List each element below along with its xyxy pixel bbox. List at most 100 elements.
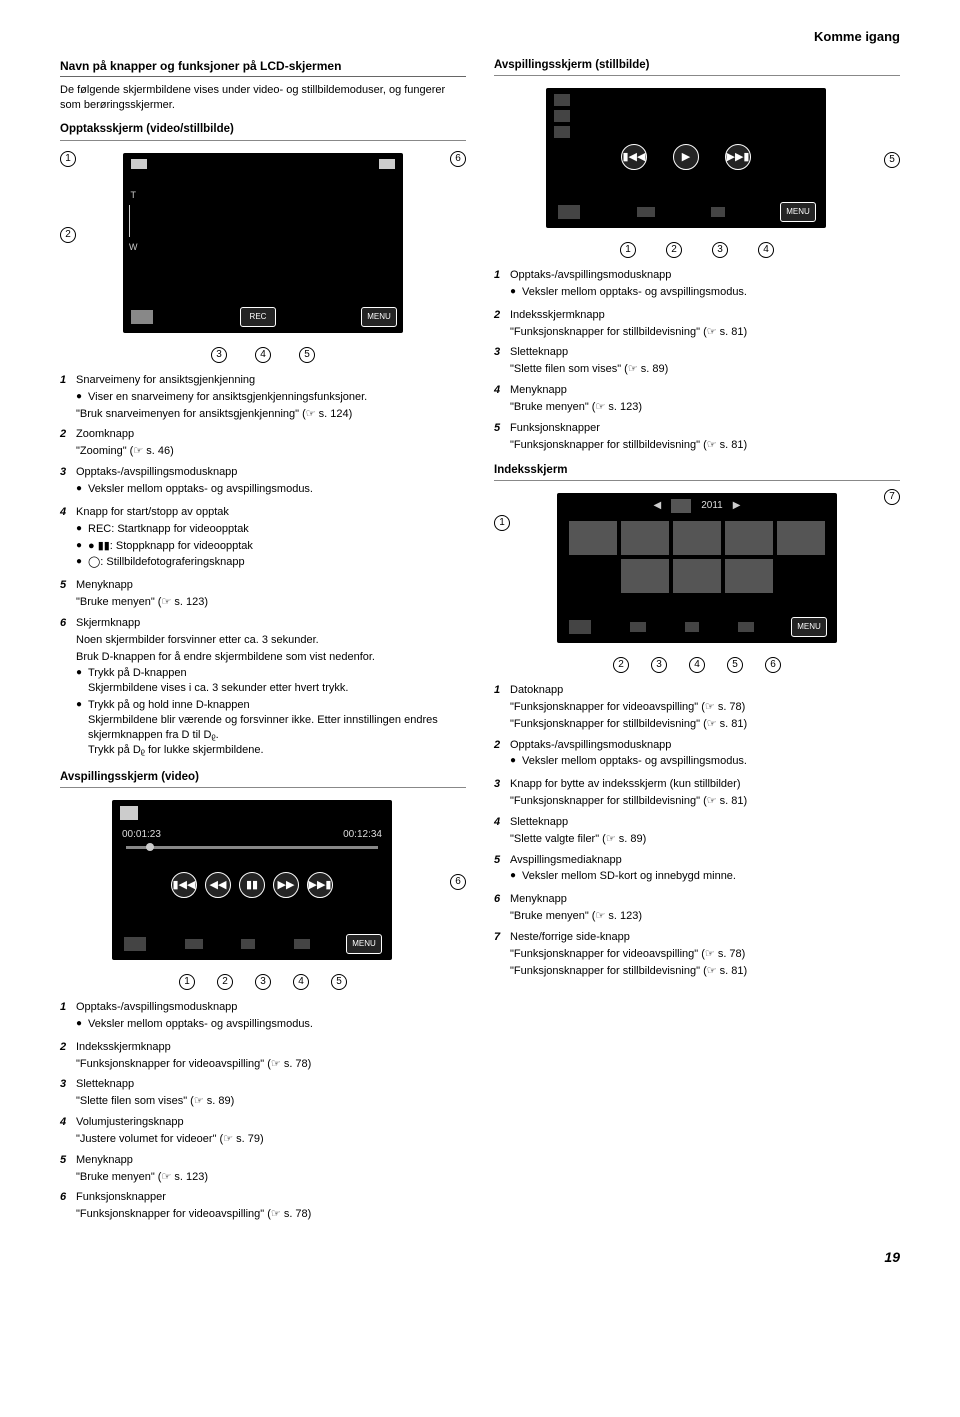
num: 3 bbox=[494, 345, 510, 377]
skip-back-button[interactable]: ▮◀◀ bbox=[171, 872, 197, 898]
index-item-7: 7 Neste/forrige side-knapp "Funksjonskna… bbox=[494, 930, 900, 979]
play-button[interactable]: ▶ bbox=[673, 144, 699, 170]
rotate-icon bbox=[554, 110, 570, 122]
ref-text: "Slette valgte filer" (☞ s. 89) bbox=[510, 832, 900, 847]
thumbnail[interactable] bbox=[621, 521, 669, 555]
num: 4 bbox=[494, 383, 510, 415]
thumbnail[interactable] bbox=[777, 521, 825, 555]
ref-text: "Funksjonsknapper for stillbildevisning"… bbox=[510, 794, 900, 809]
ref-text: "Funksjonsknapper for stillbildevisning"… bbox=[510, 438, 900, 453]
num: 3 bbox=[60, 1077, 76, 1109]
menu-button[interactable]: MENU bbox=[361, 307, 397, 327]
left-column: Navn på knapper og funksjoner på LCD-skj… bbox=[60, 58, 466, 1229]
rec-item-3: 3 Opptaks-/avspillingsmodusknapp ●Veksle… bbox=[60, 465, 466, 499]
callout-4: 4 bbox=[758, 242, 774, 258]
bullet-icon: ● bbox=[510, 869, 522, 884]
callout-4: 4 bbox=[689, 657, 705, 673]
item-label: Knapp for bytte av indeksskjerm (kun sti… bbox=[510, 777, 900, 792]
still-play-title: Avspillingsskjerm (stillbilde) bbox=[494, 58, 900, 77]
num: 6 bbox=[494, 892, 510, 924]
index-item-4: 4 Sletteknapp "Slette valgte filer" (☞ s… bbox=[494, 815, 900, 847]
item-label: Skjermknapp bbox=[76, 616, 466, 631]
rec-item-1: 1 Snarveimeny for ansiktsgjenkjenning ●V… bbox=[60, 373, 466, 422]
ref-text: "Funksjonsknapper for videoavspilling" (… bbox=[510, 700, 900, 715]
rewind-button[interactable]: ◀◀ bbox=[205, 872, 231, 898]
bullet-icon: ● bbox=[76, 698, 88, 757]
time-total: 00:12:34 bbox=[343, 828, 382, 842]
trash-icon[interactable] bbox=[685, 622, 699, 632]
index-year: 2011 bbox=[701, 499, 723, 513]
item-label: Opptaks-/avspillingsmodusknapp bbox=[76, 465, 466, 480]
still-item-1: 1 Opptaks-/avspillingsmodusknapp ●Veksle… bbox=[494, 268, 900, 302]
bullet-icon: ● bbox=[76, 1017, 88, 1032]
menu-button[interactable]: MENU bbox=[780, 202, 816, 222]
media-icon[interactable] bbox=[738, 622, 754, 632]
chevron-right-icon[interactable]: ▶ bbox=[733, 499, 741, 513]
thumbnail[interactable] bbox=[569, 521, 617, 555]
num: 1 bbox=[494, 268, 510, 302]
sub-text: Veksler mellom opptaks- og avspillingsmo… bbox=[88, 1017, 466, 1032]
index-icon[interactable] bbox=[637, 207, 655, 217]
play-figure: 00:01:23 00:12:34 ▮◀◀ ◀◀ ▮▮ ▶▶ ▶▶▮ bbox=[60, 794, 466, 990]
index-screen: ◀ 2011 ▶ bbox=[557, 493, 837, 643]
menu-button[interactable]: MENU bbox=[791, 617, 827, 637]
play-screen: 00:01:23 00:12:34 ▮◀◀ ◀◀ ▮▮ ▶▶ ▶▶▮ bbox=[112, 800, 392, 960]
sub-text: REC: Startknapp for videoopptak bbox=[88, 522, 466, 537]
num: 4 bbox=[60, 505, 76, 572]
trash-icon[interactable] bbox=[241, 939, 255, 949]
calendar-icon[interactable] bbox=[671, 499, 691, 513]
still-item-3: 3 Sletteknapp "Slette filen som vises" (… bbox=[494, 345, 900, 377]
mode-icon[interactable] bbox=[569, 620, 591, 634]
callout-2: 2 bbox=[613, 657, 629, 673]
mode-icon[interactable] bbox=[558, 205, 580, 219]
skip-forward-button[interactable]: ▶▶▮ bbox=[307, 872, 333, 898]
ref-text: "Funksjonsknapper for stillbildevisning"… bbox=[510, 325, 900, 340]
menu-button[interactable]: MENU bbox=[346, 934, 382, 954]
callout-5: 5 bbox=[884, 152, 900, 168]
rec-item-6: 6 Skjermknapp Noen skjermbilder forsvinn… bbox=[60, 616, 466, 760]
rec-screen-title: Opptaksskjerm (video/stillbilde) bbox=[60, 122, 466, 141]
callout-5: 5 bbox=[299, 347, 315, 363]
num: 1 bbox=[60, 373, 76, 422]
sub-text: Veksler mellom opptaks- og avspillingsmo… bbox=[522, 754, 900, 769]
num: 3 bbox=[494, 777, 510, 809]
mode-icon[interactable] bbox=[124, 937, 146, 951]
thumbnail[interactable] bbox=[621, 559, 669, 593]
extra-text: Noen skjermbilder forsvinner etter ca. 3… bbox=[76, 633, 466, 648]
index-figure: 1 ◀ 2011 ▶ bbox=[494, 487, 900, 673]
index-icon[interactable] bbox=[185, 939, 203, 949]
callout-1: 1 bbox=[60, 151, 76, 167]
bullet-icon: ● bbox=[76, 390, 88, 405]
item-label: Volumjusteringsknapp bbox=[76, 1115, 466, 1130]
ref-text: "Slette filen som vises" (☞ s. 89) bbox=[510, 362, 900, 377]
thumbnail[interactable] bbox=[725, 521, 773, 555]
trash-icon[interactable] bbox=[711, 207, 725, 217]
video-icon bbox=[120, 806, 138, 820]
num: 2 bbox=[494, 738, 510, 772]
bullet-icon: ● bbox=[76, 666, 88, 696]
skip-back-button[interactable]: ▮◀◀ bbox=[621, 144, 647, 170]
pause-button[interactable]: ▮▮ bbox=[239, 872, 265, 898]
skip-forward-button[interactable]: ▶▶▮ bbox=[725, 144, 751, 170]
item-label: Menyknapp bbox=[76, 1153, 466, 1168]
rec-button[interactable]: REC bbox=[240, 307, 276, 327]
volume-icon[interactable] bbox=[294, 939, 310, 949]
num: 2 bbox=[494, 308, 510, 340]
item-label: Opptaks-/avspillingsmodusknapp bbox=[510, 268, 900, 283]
chevron-left-icon[interactable]: ◀ bbox=[654, 499, 662, 513]
num: 4 bbox=[60, 1115, 76, 1147]
callout-4: 4 bbox=[293, 974, 309, 990]
two-columns: Navn på knapper og funksjoner på LCD-skj… bbox=[60, 58, 900, 1229]
index-switch-icon[interactable] bbox=[630, 622, 646, 632]
forward-button[interactable]: ▶▶ bbox=[273, 872, 299, 898]
item-label: Indeksskjermknapp bbox=[76, 1040, 466, 1055]
callout-1: 1 bbox=[179, 974, 195, 990]
sub-text: ● ▮▮: Stoppknapp for videoopptak bbox=[88, 539, 466, 554]
thumbnail[interactable] bbox=[673, 521, 721, 555]
thumbnail[interactable] bbox=[725, 559, 773, 593]
d-icon bbox=[379, 159, 395, 169]
thumbnail[interactable] bbox=[673, 559, 721, 593]
still-item-5: 5 Funksjonsknapper "Funksjonsknapper for… bbox=[494, 421, 900, 453]
rotate-icon bbox=[554, 126, 570, 138]
num: 4 bbox=[494, 815, 510, 847]
